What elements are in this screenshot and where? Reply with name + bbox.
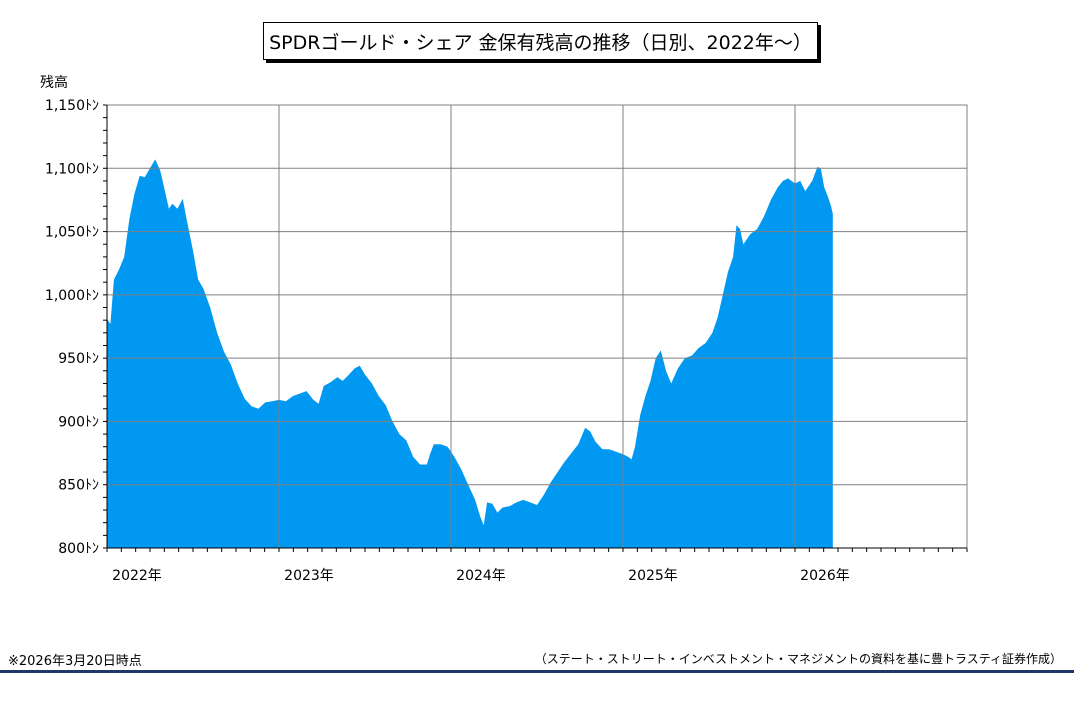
x-tick-label: 2024年 [456, 568, 506, 584]
source-note: （ステート・ストリート・インベストメント・マネジメントの資料を基に豊トラスティ証… [534, 652, 1062, 666]
x-tick-label: 2023年 [284, 568, 334, 584]
x-tick-label: 2022年 [112, 568, 162, 584]
y-tick-label: 800ﾄﾝ [58, 541, 99, 557]
y-tick-label: 950ﾄﾝ [58, 351, 99, 367]
y-tick-label: 1,150ﾄﾝ [45, 98, 99, 114]
y-tick-label: 1,100ﾄﾝ [45, 161, 99, 177]
y-tick-label: 1,050ﾄﾝ [45, 225, 99, 241]
y-axis-label: 残高 [40, 75, 68, 91]
y-tick-label: 1,000ﾄﾝ [45, 288, 99, 304]
x-tick-label: 2025年 [628, 568, 678, 584]
y-tick-label: 850ﾄﾝ [58, 478, 99, 494]
x-tick-label: 2026年 [800, 568, 850, 584]
y-tick-label: 900ﾄﾝ [58, 414, 99, 430]
bottom-rule [0, 670, 1074, 673]
gold-holdings-area [107, 159, 833, 548]
chart-title: SPDRゴールド・シェア 金保有残高の推移（日別、2022年～） [263, 22, 818, 60]
footnote: ※2026年3月20日時点 [8, 654, 142, 669]
